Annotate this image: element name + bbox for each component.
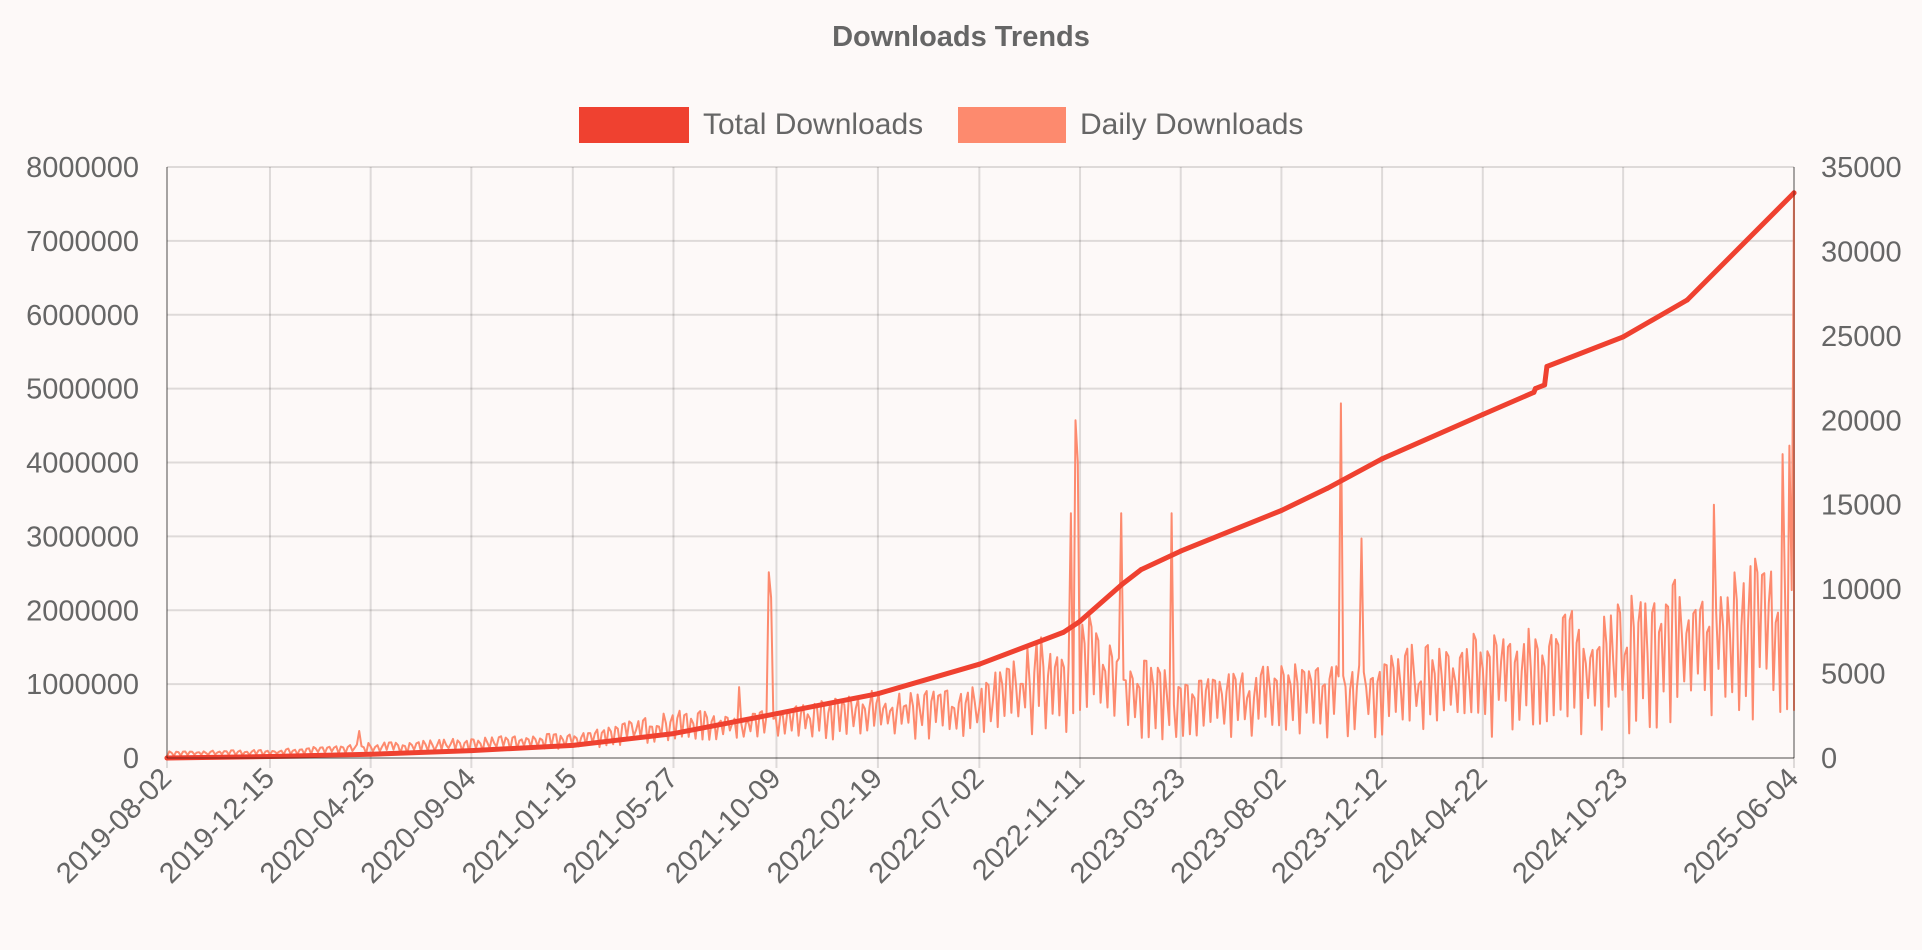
legend-swatch-daily-downloads [958,107,1066,143]
total-downloads-line [164,190,1797,761]
total-downloads-point [164,755,170,761]
total-downloads-point [570,742,576,748]
x-tick-label: 2024-10-23 [1507,762,1635,890]
y-right-tick-label: 30000 [1821,236,1902,268]
total-downloads-point [1178,548,1184,554]
y-left-tick-label: 8000000 [26,152,139,184]
total-downloads-point [875,691,881,697]
y-left-tick-label: 0 [123,743,139,775]
total-downloads-point [1544,364,1550,369]
legend-swatch-total-downloads [579,107,689,143]
total-downloads-point [1278,508,1284,513]
total-downloads-point [774,711,779,717]
y-left-tick-label: 6000000 [26,300,139,332]
x-tick-label: 2025-06-04 [1677,762,1805,890]
y-left-tick-label: 7000000 [26,226,139,258]
chart-title: Downloads Trends [832,21,1090,53]
grid [166,166,1795,768]
y-right-tick-label: 25000 [1821,321,1902,353]
total-downloads-point [1324,485,1330,491]
total-downloads-point [1379,456,1385,462]
y-left-tick-label: 4000000 [26,448,139,480]
total-downloads-point [1138,567,1144,573]
total-downloads-point [368,751,374,757]
total-downloads-point [1791,190,1797,196]
total-downloads-point [1060,629,1066,635]
total-downloads-point [1542,382,1548,388]
daily-downloads-line [166,191,1795,757]
total-downloads-point [1532,386,1538,392]
total-downloads-point [1119,581,1125,587]
axes: 0 1000000 2000000 3000000 4000000 5000000 6000… [26,152,1902,890]
total-downloads-point [267,754,273,759]
y-right-tick-label: 20000 [1821,405,1902,437]
y-left-tick-label: 3000000 [26,521,139,553]
total-downloads-point [1620,334,1626,340]
total-downloads-point [1684,297,1690,303]
total-downloads-point [1077,618,1083,624]
y-right-tick-label: 10000 [1821,574,1902,606]
legend: Total Downloads Daily Downloads [579,107,1303,143]
total-downloads-point [468,748,474,754]
total-downloads-point [1480,412,1486,417]
y-right-tick-label: 15000 [1821,490,1902,522]
y-left-tick-label: 1000000 [26,669,139,701]
y-left-tick-label: 5000000 [26,374,139,406]
legend-label-total-downloads: Total Downloads [703,108,923,141]
total-downloads-point [976,661,982,667]
total-downloads-point [671,731,676,737]
daily-downloads-series [166,191,1795,757]
y-left-tick-label: 2000000 [26,595,139,627]
legend-label-daily-downloads: Daily Downloads [1080,108,1303,141]
total-downloads-series [164,190,1797,761]
y-right-tick-label: 5000 [1821,659,1886,691]
y-right-tick-label: 35000 [1821,152,1902,184]
y-right-tick-label: 0 [1821,743,1837,775]
